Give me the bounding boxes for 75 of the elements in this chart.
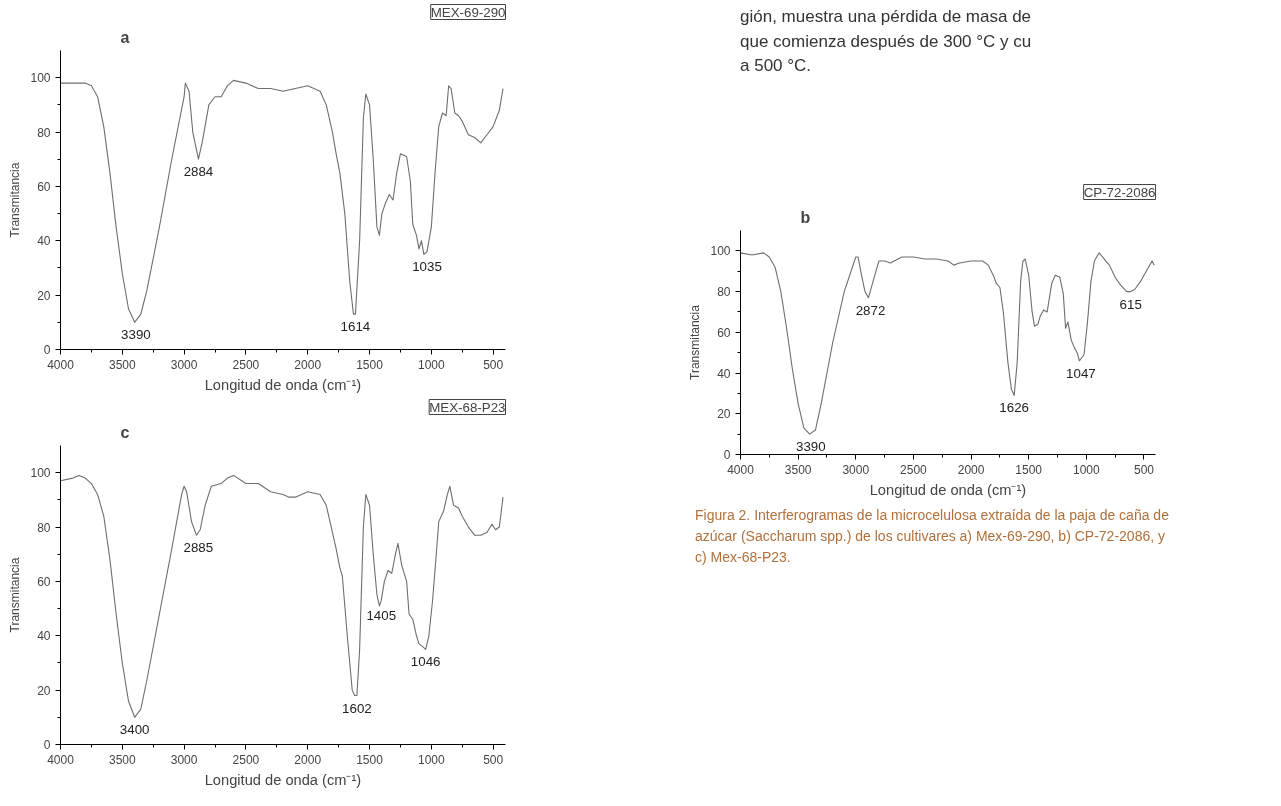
x-tick-label: 2500 <box>232 357 260 372</box>
y-axis-title: Transmitancia <box>688 304 703 380</box>
x-tick-label: 2000 <box>294 357 322 372</box>
x-tick-label: 1000 <box>417 357 446 372</box>
x-tick-label: 2000 <box>294 752 322 767</box>
x-tick-label: 500 <box>483 357 504 372</box>
x-tick-label: 500 <box>483 752 504 767</box>
y-axis-title: Transmitancia <box>8 162 23 238</box>
chart-title: c <box>120 423 130 441</box>
annotation: 1035 <box>412 259 442 275</box>
y-tick-label: 100 <box>30 466 51 481</box>
annotation: 2885 <box>183 540 214 556</box>
y-tick-label: 40 <box>37 629 51 644</box>
annotation: 1614 <box>340 319 371 335</box>
y-tick-label: 40 <box>37 234 51 249</box>
y-tick-label: 0 <box>43 738 51 752</box>
x-tick-label: 4000 <box>727 462 755 477</box>
y-tick-label: 100 <box>710 244 731 259</box>
y-axis-title: Transmitancia <box>8 557 23 633</box>
y-tick-label: 0 <box>43 343 51 357</box>
x-tick-label: 2500 <box>900 462 928 477</box>
annotation: 1626 <box>999 400 1029 416</box>
y-tick-label: 80 <box>37 125 51 140</box>
y-tick-label: 60 <box>37 574 51 589</box>
y-tick-label: 20 <box>37 288 51 303</box>
x-axis-title: Longitud de onda (cm⁻¹) <box>204 771 362 788</box>
chart-subtitle: MEX-69-290 <box>430 4 506 20</box>
text: Figura 2. Interferogramas de la microcelulosa extraída de la paja de caña de azúcar (Saccharum spp.) de los cultivares a) Mex-69-290, b) CP-72-2086, y c) Mex-68-P23. <box>695 506 1170 567</box>
y-tick-label: 20 <box>717 407 731 422</box>
x-axis-title: Longitud de onda (cm⁻¹) <box>204 376 362 393</box>
x-tick-label: 1500 <box>356 357 384 372</box>
x-tick-label: 4000 <box>47 357 75 372</box>
annotation: 3390 <box>121 327 151 343</box>
y-tick-label: 40 <box>717 366 731 381</box>
x-tick-label: 2500 <box>232 752 260 767</box>
text: que comienza después de 300 °C y cu <box>740 31 1032 51</box>
line-series <box>60 474 504 718</box>
x-tick-label: 1000 <box>417 752 446 767</box>
y-tick-label: 80 <box>717 285 731 300</box>
y-tick-label: 100 <box>30 71 51 86</box>
x-tick-label: 3500 <box>784 462 812 477</box>
line-series <box>740 252 1155 435</box>
annotation: 1602 <box>342 700 372 716</box>
x-tick-label: 4000 <box>47 752 75 767</box>
x-tick-label: 3000 <box>842 462 870 477</box>
x-tick-label: 500 <box>1133 462 1155 477</box>
annotation: 2872 <box>855 302 886 318</box>
y-tick-label: 60 <box>717 325 731 340</box>
annotation: 1047 <box>1066 365 1096 381</box>
x-tick-label: 2000 <box>957 462 985 477</box>
text: a 500 °C. <box>740 56 812 76</box>
y-tick-label: 20 <box>37 683 51 698</box>
x-tick-label: 3000 <box>170 357 198 372</box>
x-axis-title: Longitud de onda (cm⁻¹) <box>869 481 1027 498</box>
chart-subtitle: MEX-68-P23 <box>429 399 506 415</box>
annotation: 1405 <box>366 608 397 624</box>
line-series <box>60 79 504 323</box>
x-tick-label: 3500 <box>108 357 136 372</box>
y-tick-label: 0 <box>723 448 731 462</box>
annotation: 2884 <box>183 164 214 180</box>
annotation: 3390 <box>795 439 826 455</box>
chart-subtitle: CP-72-2086 <box>1083 184 1156 200</box>
annotation: 3400 <box>119 722 150 738</box>
x-tick-label: 3500 <box>108 752 136 767</box>
y-tick-label: 60 <box>37 179 51 194</box>
x-tick-label: 1500 <box>1015 462 1043 477</box>
x-tick-label: 3000 <box>170 752 198 767</box>
annotation: 1046 <box>410 654 441 670</box>
x-tick-label: 1500 <box>356 752 384 767</box>
text: gión, muestra una pérdida de masa de <box>740 7 1032 26</box>
x-tick-label: 1000 <box>1072 462 1101 477</box>
chart-title: b <box>800 208 811 226</box>
annotation: 615 <box>1119 296 1142 312</box>
chart-title: a <box>120 28 130 46</box>
y-tick-label: 80 <box>37 520 51 535</box>
